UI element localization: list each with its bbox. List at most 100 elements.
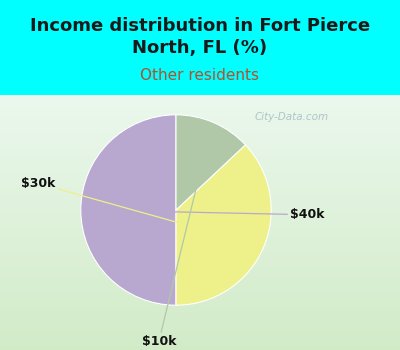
Bar	[0, 218, 400, 220]
Bar	[0, 285, 400, 286]
Bar	[0, 177, 400, 179]
Bar	[0, 102, 400, 104]
Bar	[0, 138, 400, 139]
Bar	[0, 189, 400, 190]
Bar	[0, 106, 400, 107]
Bar	[0, 272, 400, 273]
Bar	[0, 142, 400, 143]
Bar	[0, 188, 400, 189]
Bar	[0, 115, 400, 116]
Bar	[0, 243, 400, 244]
Bar	[0, 295, 400, 296]
Bar	[0, 120, 400, 121]
Bar	[0, 236, 400, 238]
Text: $40k: $40k	[90, 208, 325, 221]
Bar	[0, 290, 400, 291]
Bar	[0, 157, 400, 158]
Bar	[0, 180, 400, 181]
Bar	[0, 158, 400, 160]
Bar	[0, 97, 400, 98]
Bar	[0, 280, 400, 281]
Bar	[0, 250, 400, 252]
Bar	[0, 305, 400, 307]
Bar	[0, 326, 400, 327]
Bar	[0, 184, 400, 185]
Text: $30k: $30k	[21, 177, 255, 244]
Bar	[0, 155, 400, 156]
Text: Income distribution in Fort Pierce
North, FL (%): Income distribution in Fort Pierce North…	[30, 17, 370, 57]
Bar	[0, 163, 400, 165]
Bar	[0, 110, 400, 111]
Bar	[0, 187, 400, 188]
Bar	[0, 246, 400, 248]
Bar	[0, 160, 400, 161]
Bar	[0, 166, 400, 167]
Bar	[0, 245, 400, 246]
Bar	[0, 112, 400, 114]
Bar	[0, 194, 400, 195]
Bar	[0, 175, 400, 176]
Bar	[0, 300, 400, 301]
Bar	[0, 146, 400, 147]
Bar	[0, 299, 400, 300]
Bar	[0, 128, 400, 129]
Bar	[0, 225, 400, 226]
Bar	[0, 267, 400, 268]
Bar	[0, 108, 400, 110]
Bar	[0, 277, 400, 279]
Bar	[0, 254, 400, 256]
Bar	[0, 298, 400, 299]
Bar	[0, 307, 400, 308]
Bar	[0, 130, 400, 132]
Wedge shape	[81, 115, 176, 305]
Bar	[0, 235, 400, 236]
Bar	[0, 346, 400, 348]
Bar	[0, 231, 400, 232]
Bar	[0, 204, 400, 206]
Bar	[0, 215, 400, 216]
Bar	[0, 195, 400, 197]
Bar	[0, 190, 400, 191]
Bar	[0, 156, 400, 157]
Bar	[0, 317, 400, 318]
Bar	[0, 241, 400, 243]
Bar	[0, 125, 400, 126]
Bar	[0, 116, 400, 118]
Bar	[0, 340, 400, 341]
Bar	[0, 268, 400, 270]
Bar	[0, 240, 400, 241]
Bar	[0, 264, 400, 266]
Bar	[0, 101, 400, 102]
Text: $10k: $10k	[142, 131, 210, 348]
Bar	[0, 275, 400, 276]
Bar	[0, 107, 400, 108]
Bar	[0, 176, 400, 177]
Bar	[0, 271, 400, 272]
Bar	[0, 129, 400, 130]
Bar	[0, 336, 400, 337]
Bar	[0, 173, 400, 174]
Bar	[0, 327, 400, 328]
Bar	[0, 122, 400, 124]
Bar	[0, 279, 400, 280]
Bar	[0, 260, 400, 262]
Bar	[0, 124, 400, 125]
Bar	[0, 211, 400, 212]
Bar	[0, 342, 400, 344]
Bar	[0, 332, 400, 334]
Bar	[0, 149, 400, 151]
Bar	[0, 100, 400, 101]
Bar	[0, 291, 400, 293]
Bar	[0, 199, 400, 201]
Bar	[0, 171, 400, 173]
Bar	[0, 114, 400, 115]
Bar	[0, 126, 400, 128]
Bar	[0, 296, 400, 298]
Bar	[0, 337, 400, 338]
Bar	[0, 207, 400, 208]
Bar	[0, 136, 400, 138]
Wedge shape	[176, 115, 245, 210]
Bar	[0, 201, 400, 202]
Bar	[0, 181, 400, 183]
Bar	[0, 111, 400, 112]
